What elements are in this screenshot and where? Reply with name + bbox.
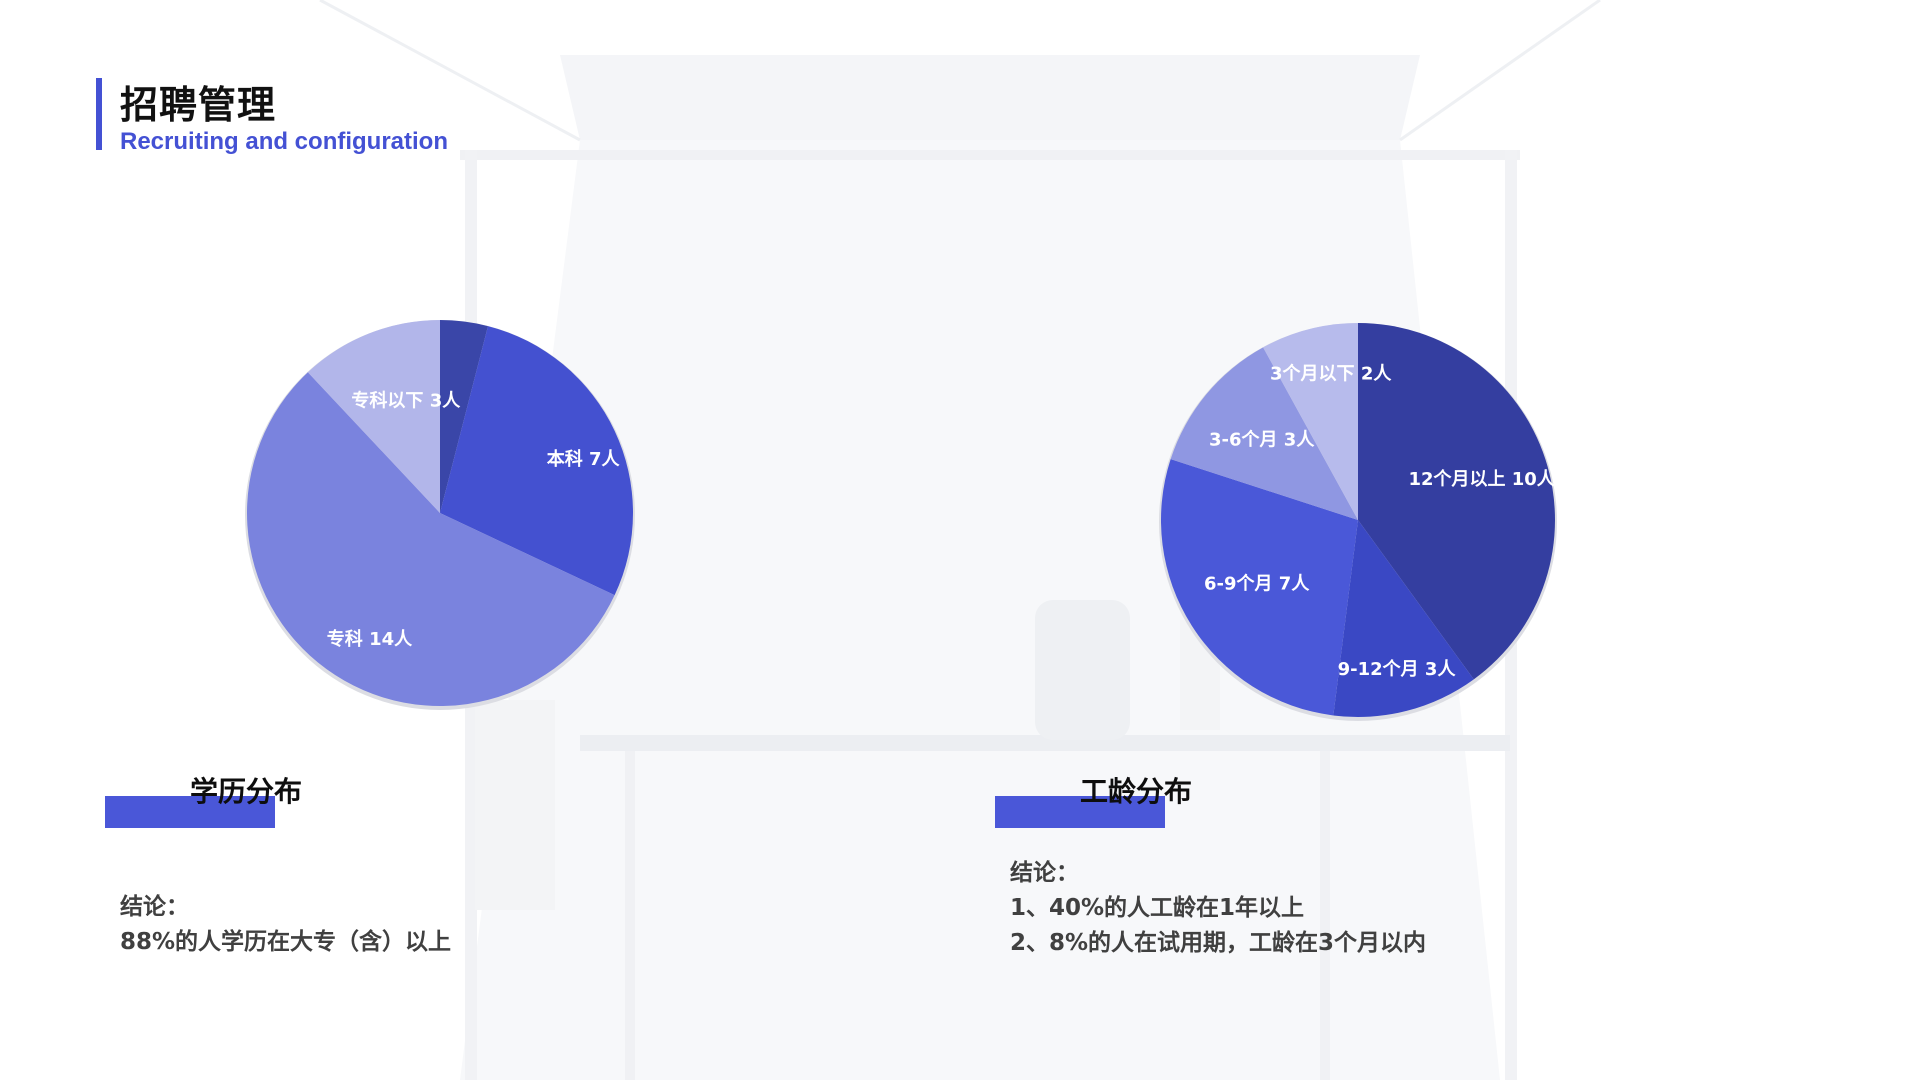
pie-slice	[307, 320, 440, 513]
tenure-section-title: 工龄分布	[1080, 775, 1193, 808]
pie-slice	[247, 372, 615, 706]
pie-slice	[1263, 323, 1358, 520]
pie-slice	[1170, 347, 1358, 520]
tenure-conclusion: 结论： 1、40%的人工龄在1年以上 2、8%的人在试用期，工龄在3个月以内	[1010, 856, 1426, 961]
pie-slice-label: 12个月以上 10人	[1408, 468, 1555, 490]
conclusion-line: 1、40%的人工龄在1年以上	[1010, 895, 1305, 921]
pie-slice	[440, 326, 633, 596]
pie-slice-label: 专科 14人	[327, 628, 413, 650]
conclusion-line: 结论：	[120, 894, 189, 920]
conclusion-line: 2、8%的人在试用期，工龄在3个月以内	[1010, 930, 1427, 956]
pie-slice-label: 本科 7人	[547, 448, 621, 470]
pie-slice-label: 3-6个月 3人	[1209, 428, 1315, 450]
education-section-accent	[105, 796, 275, 828]
education-conclusion: 结论： 88%的人学历在大专（含）以上	[120, 890, 451, 960]
conclusion-line: 88%的人学历在大专（含）以上	[120, 929, 452, 955]
education-section-title: 学历分布	[190, 775, 303, 808]
pie-slice-label: 6-9个月 7人	[1204, 572, 1310, 594]
pie-slice	[1161, 459, 1358, 716]
conclusion-line: 结论：	[1010, 860, 1079, 886]
pie-slice-label: 专科以下 3人	[351, 389, 461, 411]
title-accent-bar	[96, 78, 102, 150]
tenure-pie-chart: 12个月以上 10人 9-12个月 3人 6-9个月 7人 3-6个月 3人 3个月以下…	[1159, 323, 1557, 721]
page-title: 招聘管理	[120, 83, 277, 127]
pie-slice	[440, 320, 488, 513]
pie-slice-label: 9-12个月 3人	[1338, 658, 1457, 680]
tenure-section-accent	[995, 796, 1165, 828]
pie-slice-label: 3个月以下 2人	[1270, 363, 1392, 385]
pie-slice	[1358, 323, 1555, 680]
pie-slice	[1333, 520, 1474, 717]
page-subtitle: Recruiting and configuration	[120, 128, 448, 155]
